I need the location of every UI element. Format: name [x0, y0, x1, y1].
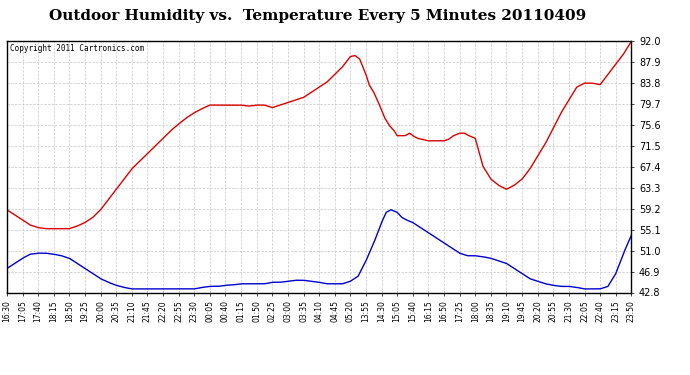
Text: Outdoor Humidity vs.  Temperature Every 5 Minutes 20110409: Outdoor Humidity vs. Temperature Every 5… — [49, 9, 586, 23]
Text: Copyright 2011 Cartronics.com: Copyright 2011 Cartronics.com — [10, 44, 144, 53]
